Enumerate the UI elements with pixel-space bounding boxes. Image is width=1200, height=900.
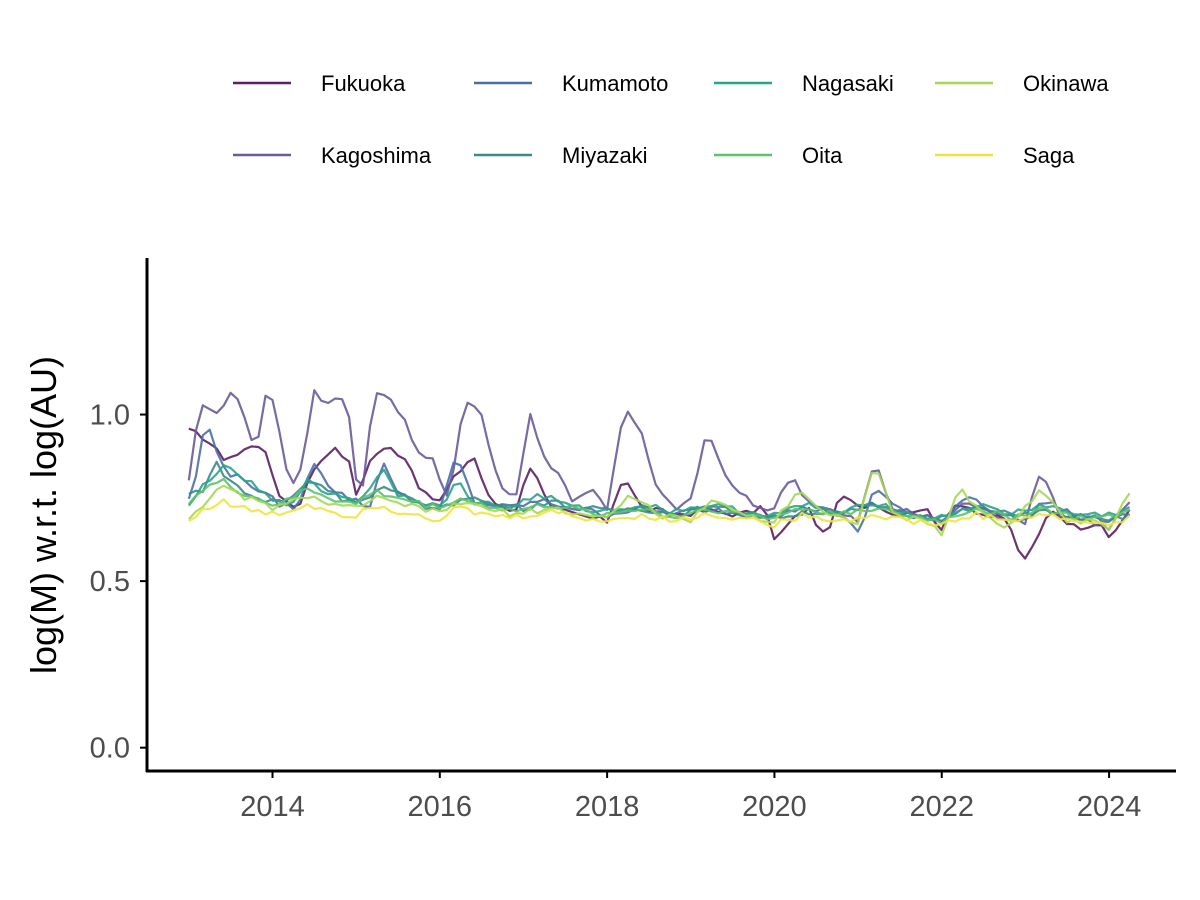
y-tick-label: 1.0: [90, 400, 130, 432]
legend-item-okinawa: Okinawa: [935, 71, 1109, 96]
x-tick-label: 2022: [909, 791, 974, 823]
legend-label: Kagoshima: [321, 143, 432, 168]
legend-item-kumamoto: Kumamoto: [474, 71, 668, 96]
legend-label: Kumamoto: [562, 71, 668, 96]
y-axis-title: log(M) w.r.t. log(AU): [23, 356, 64, 674]
y-tick-label: 0.5: [90, 566, 130, 598]
x-tick-label: 2024: [1077, 791, 1142, 823]
series-line-oita: [187, 477, 1130, 525]
legend-label: Okinawa: [1023, 71, 1109, 96]
x-tick-label: 2016: [408, 791, 473, 823]
legend-item-oita: Oita: [714, 143, 843, 168]
axes: [145, 258, 1176, 773]
series-line-okinawa: [187, 471, 1131, 537]
legend-item-kagoshima: Kagoshima: [233, 143, 432, 168]
y-tick-label: 0.0: [90, 733, 130, 765]
legend: Fukuoka Kagoshima Kumamoto Miyazaki Nagasaki…: [233, 71, 1109, 168]
series-line-saga: [188, 498, 1131, 529]
series-line-nagasaki: [187, 464, 1131, 520]
legend-label: Nagasaki: [802, 71, 894, 96]
legend-label: Fukuoka: [321, 71, 406, 96]
legend-label: Miyazaki: [562, 143, 648, 168]
y-ticks: 0.0 0.5 1.0: [90, 400, 147, 765]
legend-item-fukuoka: Fukuoka: [233, 71, 406, 96]
x-tick-label: 2014: [240, 791, 305, 823]
legend-label: Oita: [802, 143, 843, 168]
x-tick-label: 2020: [742, 791, 807, 823]
series-line-kagoshima: [187, 389, 1131, 531]
legend-item-saga: Saga: [935, 143, 1075, 168]
legend-item-nagasaki: Nagasaki: [714, 71, 894, 96]
x-ticks: 2014 2016 2018 2020 2022 2024: [240, 771, 1141, 823]
legend-item-miyazaki: Miyazaki: [474, 143, 648, 168]
legend-label: Saga: [1023, 143, 1075, 168]
x-tick-label: 2018: [575, 791, 640, 823]
series-layer: [187, 389, 1131, 560]
